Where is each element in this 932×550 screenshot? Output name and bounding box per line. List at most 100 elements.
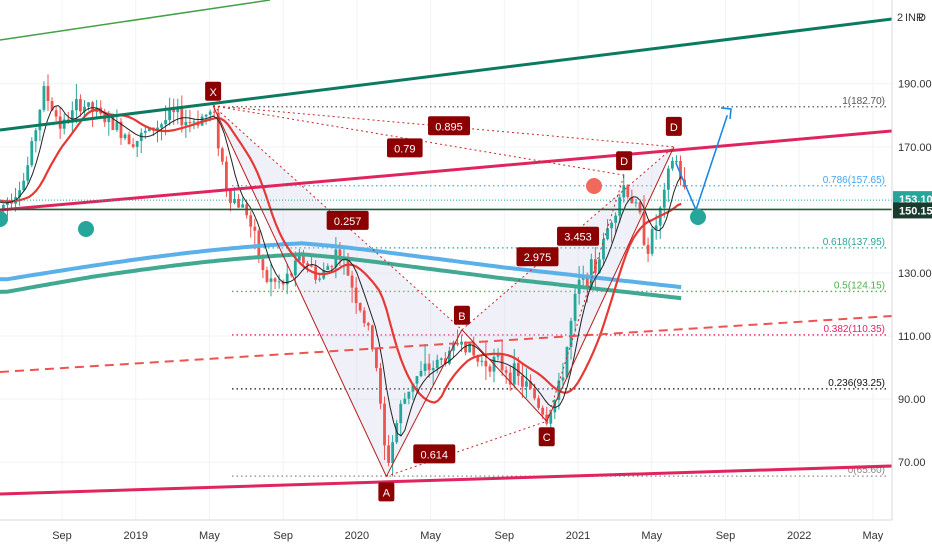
point-label-B: B (458, 311, 465, 323)
point-label-A-bg (378, 482, 395, 502)
candle-body (464, 341, 468, 353)
fib-level-label: 0.786(157.65) (823, 175, 885, 186)
candle-body (391, 442, 395, 463)
ma-200-teal (0, 252, 682, 301)
candle-body (135, 140, 139, 147)
time-tick-label: 2022 (787, 530, 811, 542)
candle-body (520, 375, 524, 387)
candle-body (480, 360, 484, 362)
candle-body (87, 102, 90, 107)
chart-base-layer: 1(182.70) 0.786(157.65) 0.618(137.95) 0.5(1… (0, 0, 892, 520)
candle-body (18, 190, 22, 198)
candle-body (565, 347, 569, 378)
candle-body (504, 370, 508, 373)
candle-body (508, 372, 512, 385)
candle-body (184, 122, 188, 126)
candle-body (22, 180, 26, 191)
ratio-label-bg (428, 116, 471, 136)
candle-body (318, 278, 322, 280)
candle-body (529, 381, 532, 389)
candle-body (516, 363, 520, 376)
time-tick-label: 2020 (345, 530, 369, 542)
point-label-X: X (209, 87, 217, 99)
ratio-label: 2.975 (524, 252, 552, 264)
candle-body (533, 388, 536, 399)
ma-200-blue (0, 241, 682, 290)
candle-body (666, 168, 670, 190)
candle-body (610, 222, 613, 229)
candle-body (435, 359, 439, 368)
upper-green-channel (0, 0, 271, 41)
point-label-D: D (670, 122, 678, 134)
candle-body (602, 239, 605, 260)
ratio-label-bg (516, 247, 559, 267)
candle-body (107, 114, 111, 123)
candle-body (70, 110, 74, 123)
candle-body (500, 353, 504, 371)
candle-body (224, 161, 228, 191)
candle-body (10, 201, 13, 204)
ratio-label: 0.79 (394, 143, 415, 155)
candle-body (569, 320, 573, 348)
ratio-label-bg (326, 210, 369, 230)
candle-body (302, 254, 305, 264)
candle-body (83, 106, 86, 112)
candle-body (419, 370, 423, 377)
candle-body (537, 398, 540, 408)
candle-body (265, 270, 269, 282)
candle-body (115, 121, 119, 130)
candle-body (606, 228, 609, 240)
candle-body (561, 377, 565, 381)
candle-body (143, 130, 147, 133)
price-tick-label: 70.00 (898, 457, 926, 469)
candle-body (176, 108, 180, 113)
ratio-label-bg (386, 138, 423, 158)
candle-body (172, 109, 176, 113)
candle-body (1, 204, 5, 209)
point-label-C-bg (538, 427, 555, 447)
candle-body (192, 121, 196, 123)
price-tick-label: 110.00 (898, 331, 931, 343)
currency-label: INR (905, 12, 924, 24)
price-tick-label: 170.00 (898, 142, 932, 154)
time-axis-panel (0, 520, 932, 550)
candle-body (366, 323, 370, 326)
candle-body (585, 274, 589, 290)
candle-body (614, 215, 618, 223)
candle-body (26, 165, 30, 181)
candle-body (439, 358, 443, 360)
candle-body (662, 189, 666, 208)
price-axis-top-label: 2 (897, 12, 903, 24)
fib-level-label: 0.618(137.95) (823, 237, 885, 248)
ratio-label: 3.453 (564, 232, 592, 244)
time-tick-label: Sep (716, 530, 736, 542)
level-price-tag-bg (893, 202, 932, 219)
fib-level-label: 0.5(124.15) (834, 280, 885, 291)
ratio-label: 0.614 (421, 449, 449, 461)
fib-level-label: 0(65.60) (848, 465, 885, 476)
candle-body (460, 341, 463, 345)
candle-body (468, 342, 472, 353)
candle-body (549, 412, 553, 424)
candle-body (111, 114, 115, 130)
candle-body (525, 381, 528, 387)
projection-arrow-icon (720, 107, 732, 120)
candle-body (618, 197, 622, 216)
candle-body (233, 198, 236, 204)
candle-body (46, 86, 50, 102)
candle-body (411, 383, 415, 392)
point-label-B-bg (453, 305, 470, 325)
candle-body (123, 134, 127, 139)
candle-body (447, 350, 451, 364)
price-tick-label: 90.00 (898, 394, 926, 406)
point-label-D: D (620, 156, 628, 168)
candle-body (277, 281, 281, 283)
time-tick-label: Sep (273, 530, 293, 542)
candle-body (326, 266, 330, 270)
harmonic-leg (212, 105, 387, 477)
candle-body (630, 196, 634, 204)
candle-body (634, 202, 638, 204)
time-tick-label: May (863, 530, 884, 542)
candle-body (293, 260, 297, 276)
